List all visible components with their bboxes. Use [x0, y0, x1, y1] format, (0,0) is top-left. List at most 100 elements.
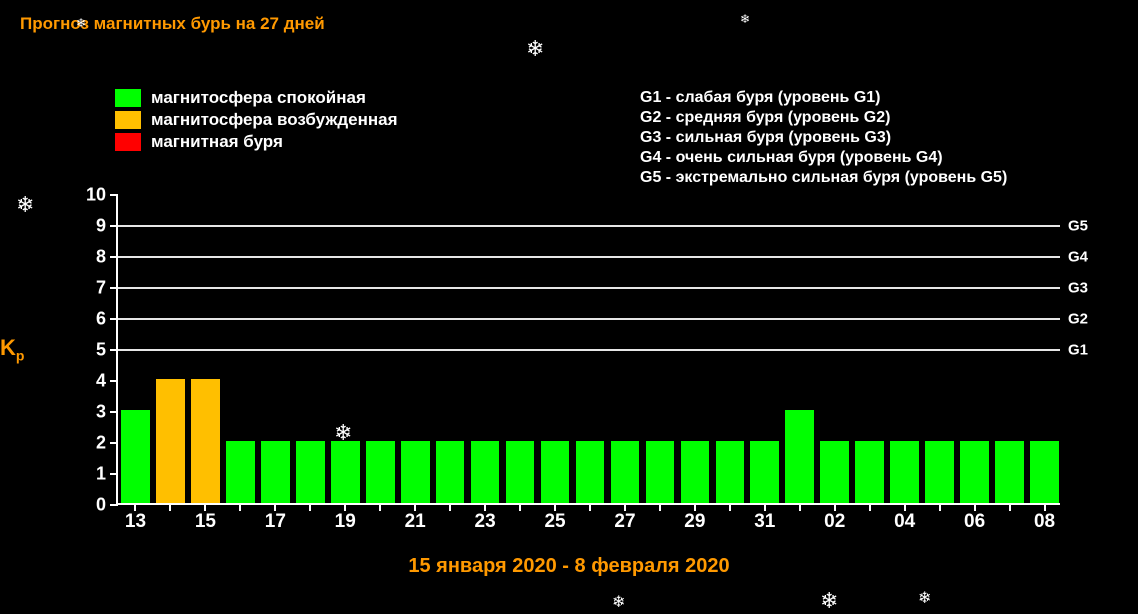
g-level-line: G1 - слабая буря (уровень G1)	[640, 88, 1007, 108]
x-tick	[1044, 503, 1046, 511]
legend: магнитосфера спокойнаямагнитосфера возбу…	[115, 88, 398, 154]
x-tick	[204, 503, 206, 511]
x-tick	[624, 503, 626, 511]
snowflake-icon: ❄	[526, 36, 544, 62]
snowflake-icon: ❄	[918, 588, 931, 608]
x-tick-label: 25	[544, 511, 565, 533]
y-tick	[110, 318, 118, 320]
bar	[366, 441, 395, 503]
y-tick	[110, 442, 118, 444]
snowflake-icon: ❄	[76, 16, 86, 30]
y-tick	[110, 287, 118, 289]
g-level-line: G5 - экстремально сильная буря (уровень …	[640, 168, 1007, 188]
g-right-label: G4	[1068, 249, 1088, 266]
x-tick	[274, 503, 276, 511]
y-tick-label: 2	[96, 433, 106, 454]
g-gridline	[118, 256, 1060, 258]
x-tick	[799, 503, 801, 511]
g-level-line: G3 - сильная буря (уровень G3)	[640, 128, 1007, 148]
x-tick	[519, 503, 521, 511]
g-level-line: G4 - очень сильная буря (уровень G4)	[640, 148, 1007, 168]
x-tick-label: 08	[1034, 511, 1055, 533]
y-tick-label: 3	[96, 402, 106, 423]
x-tick	[484, 503, 486, 511]
y-tick-label: 1	[96, 464, 106, 485]
x-tick	[729, 503, 731, 511]
g-right-label: G5	[1068, 218, 1088, 235]
y-tick-label: 9	[96, 216, 106, 237]
bar	[331, 441, 360, 503]
y-tick	[110, 380, 118, 382]
bar	[995, 441, 1024, 503]
g-gridline	[118, 287, 1060, 289]
bar	[611, 441, 640, 503]
y-tick	[110, 473, 118, 475]
bar	[890, 441, 919, 503]
x-tick-label: 02	[824, 511, 845, 533]
bar	[681, 441, 710, 503]
y-tick	[110, 349, 118, 351]
plot-area: 012345678910G1G2G3G4G5131517192123252729…	[116, 195, 1060, 505]
x-tick	[939, 503, 941, 511]
y-tick-label: 7	[96, 278, 106, 299]
bar	[226, 441, 255, 503]
x-tick-label: 06	[964, 511, 985, 533]
bar	[716, 441, 745, 503]
legend-label: магнитная буря	[151, 132, 283, 152]
snowflake-icon: ❄	[16, 192, 34, 218]
legend-row: магнитная буря	[115, 132, 398, 152]
y-tick	[110, 504, 118, 506]
x-tick-label: 13	[125, 511, 146, 533]
y-tick	[110, 256, 118, 258]
x-tick	[169, 503, 171, 511]
x-tick-label: 21	[405, 511, 426, 533]
snowflake-icon: ❄	[612, 592, 625, 612]
g-right-label: G3	[1068, 280, 1088, 297]
x-tick	[694, 503, 696, 511]
y-tick-label: 8	[96, 247, 106, 268]
x-tick-label: 23	[475, 511, 496, 533]
g-gridline	[118, 318, 1060, 320]
x-tick-label: 31	[754, 511, 775, 533]
page-title: Прогноз магнитных бурь на 27 дней	[20, 14, 325, 34]
bar	[646, 441, 675, 503]
kp-chart: Kp 012345678910G1G2G3G4G5131517192123252…	[80, 195, 1060, 535]
bar	[296, 441, 325, 503]
x-tick	[589, 503, 591, 511]
x-tick	[974, 503, 976, 511]
x-tick-label: 19	[335, 511, 356, 533]
g-right-label: G2	[1068, 311, 1088, 328]
bar	[960, 441, 989, 503]
x-tick	[764, 503, 766, 511]
bar	[471, 441, 500, 503]
x-tick	[869, 503, 871, 511]
x-tick	[344, 503, 346, 511]
bar	[506, 441, 535, 503]
bar	[750, 441, 779, 503]
y-tick	[110, 411, 118, 413]
bar	[576, 441, 605, 503]
x-tick	[449, 503, 451, 511]
x-tick	[554, 503, 556, 511]
y-tick	[110, 194, 118, 196]
x-tick-label: 27	[614, 511, 635, 533]
x-tick	[659, 503, 661, 511]
legend-row: магнитосфера возбужденная	[115, 110, 398, 130]
legend-label: магнитосфера возбужденная	[151, 110, 398, 130]
bar	[121, 410, 150, 503]
g-level-line: G2 - средняя буря (уровень G2)	[640, 108, 1007, 128]
g-gridline	[118, 349, 1060, 351]
bar	[401, 441, 430, 503]
bar	[436, 441, 465, 503]
x-tick	[239, 503, 241, 511]
legend-swatch	[115, 111, 141, 129]
y-tick-label: 6	[96, 309, 106, 330]
y-tick-label: 10	[86, 185, 106, 206]
bar	[541, 441, 570, 503]
y-tick	[110, 225, 118, 227]
x-tick	[834, 503, 836, 511]
x-tick	[379, 503, 381, 511]
x-tick	[1009, 503, 1011, 511]
x-tick	[904, 503, 906, 511]
bar	[261, 441, 290, 503]
